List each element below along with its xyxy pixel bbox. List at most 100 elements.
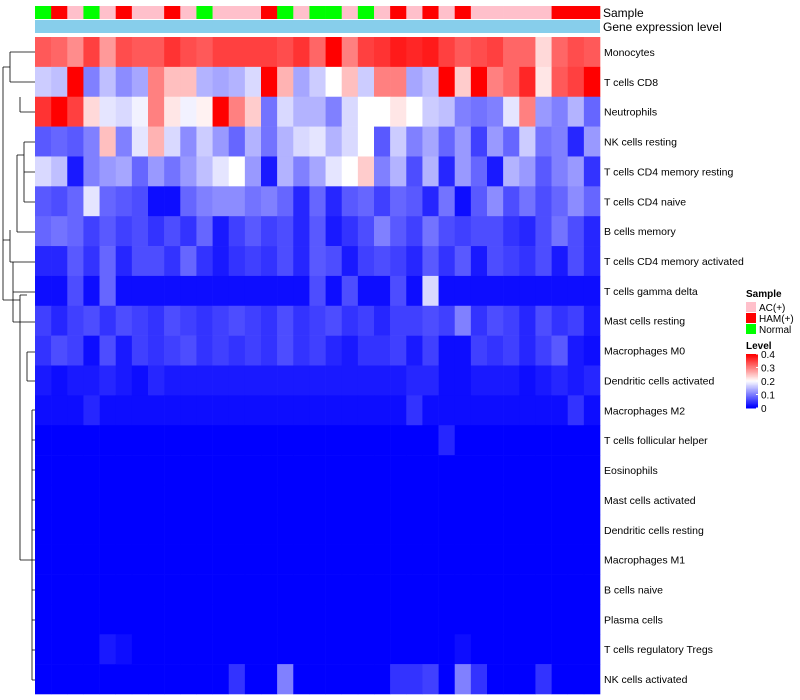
legend-group-label: HAM(+) (759, 314, 794, 325)
heatmap-cell (67, 216, 84, 247)
heatmap-cell (551, 186, 569, 217)
heatmap-cell (374, 335, 391, 366)
sample-annotation-cell (470, 6, 488, 19)
heatmap-cell (487, 514, 504, 545)
heatmap-cell (261, 574, 278, 605)
heatmap-cell (67, 455, 84, 486)
heatmap-cell (131, 634, 149, 665)
heatmap-cell (374, 455, 391, 486)
heatmap-cell (51, 574, 68, 605)
heatmap-cell (422, 455, 439, 486)
heatmap-cell (567, 574, 585, 605)
heatmap-cell (357, 335, 375, 366)
heatmap-cell (583, 574, 601, 605)
heatmap-cell (228, 544, 246, 575)
heatmap-cell (164, 425, 181, 456)
heatmap-cell (390, 275, 407, 307)
heatmap-cell (99, 425, 117, 456)
heatmap-cell (470, 604, 488, 635)
heatmap-cell (390, 634, 407, 665)
heatmap-cell (35, 395, 52, 426)
level-colorbar-segment (746, 374, 758, 377)
heatmap-cell (277, 275, 294, 307)
heatmap-cell (503, 604, 520, 635)
heatmap-cell (341, 96, 359, 127)
level-tick-label: 0.4 (761, 350, 775, 361)
heatmap-cell (519, 96, 536, 127)
heatmap-cell (583, 156, 601, 187)
heatmap-cell (196, 216, 213, 247)
heatmap-cell (261, 246, 278, 277)
heatmap-cell (503, 455, 520, 486)
heatmap-cell (438, 395, 456, 426)
heatmap-cell (83, 156, 100, 187)
sample-annotation-cell (487, 6, 504, 19)
heatmap-cell (454, 574, 472, 605)
level-colorbar-segment (746, 370, 758, 373)
heatmap-cell (406, 66, 423, 98)
heatmap-cell (244, 634, 262, 665)
heatmap-cell (309, 544, 326, 575)
heatmap-cell (406, 395, 423, 426)
heatmap-cell (374, 514, 391, 545)
level-colorbar-segment (746, 389, 758, 391)
heatmap-cell (583, 335, 601, 366)
heatmap-cell (180, 455, 197, 486)
heatmap-cell (551, 574, 569, 605)
heatmap-cell (503, 544, 520, 575)
heatmap-cell (503, 335, 520, 366)
heatmap-cell (196, 126, 213, 157)
heatmap-cell (567, 246, 585, 277)
heatmap-cell (51, 305, 68, 336)
heatmap-cell (164, 37, 181, 68)
sample-annotation-cell (535, 6, 552, 19)
heatmap-cell (228, 514, 246, 545)
heatmap-cell (487, 544, 504, 575)
heatmap-cell (470, 305, 488, 336)
sample-annotation-cell (503, 6, 520, 19)
heatmap-cell (244, 544, 262, 575)
heatmap-cell (567, 664, 585, 695)
heatmap-cell (35, 514, 52, 545)
heatmap-cell (277, 574, 294, 605)
sample-annotation-cell (454, 6, 472, 19)
sample-track-label: Sample (603, 6, 644, 20)
heatmap-cell (487, 425, 504, 456)
heatmap-cell (180, 604, 197, 635)
heatmap-cell (583, 425, 601, 456)
heatmap-cell (519, 126, 536, 157)
heatmap-cell (374, 395, 391, 426)
heatmap-cell (535, 574, 552, 605)
heatmap-cell (67, 335, 84, 366)
heatmap-cell (293, 216, 310, 247)
heatmap-cell (148, 275, 165, 307)
heatmap-cell (503, 37, 520, 68)
heatmap-cell (180, 634, 197, 665)
heatmap-cell (180, 484, 197, 516)
heatmap-cell (131, 514, 149, 545)
heatmap-cell (406, 126, 423, 157)
heatmap-cell (487, 634, 504, 665)
heatmap-cell (422, 604, 439, 635)
heatmap-cell (341, 425, 359, 456)
heatmap-cell (180, 514, 197, 545)
heatmap-cell (180, 246, 197, 277)
heatmap-cell (567, 216, 585, 247)
heatmap-cell (470, 96, 488, 127)
heatmap-cell (583, 455, 601, 486)
heatmap-cell (51, 425, 68, 456)
heatmap-cell (67, 365, 84, 396)
legend: Sample AC(+)HAM(+)Normal Level 0.4 0.3 0.2… (746, 289, 794, 415)
heatmap-cell (487, 37, 504, 68)
level-colorbar-segment (746, 397, 758, 400)
heatmap-cell (261, 305, 278, 336)
row-label: Dendritic cells activated (604, 375, 714, 387)
heatmap-cell (51, 544, 68, 575)
heatmap-cell (503, 156, 520, 187)
heatmap-cell (196, 455, 213, 486)
heatmap-cell (164, 96, 181, 127)
heatmap-cell (567, 455, 585, 486)
heatmap-cell (196, 365, 213, 396)
heatmap-cell (374, 305, 391, 336)
heatmap-cell (470, 275, 488, 307)
